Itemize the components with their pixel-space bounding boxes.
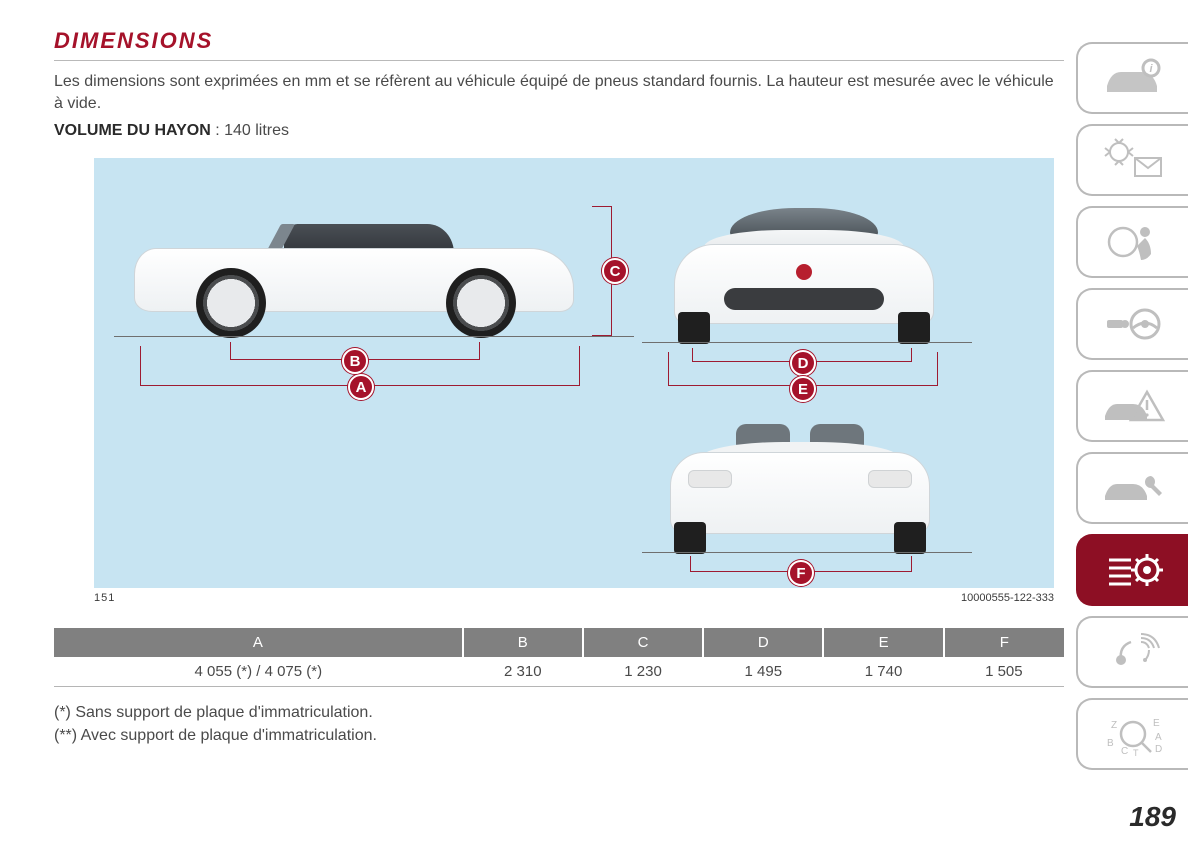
car-front-view (664, 194, 944, 344)
tab-starting-driving[interactable] (1076, 288, 1188, 360)
tab-multimedia[interactable] (1076, 616, 1188, 688)
col-b: B (463, 628, 583, 657)
tab-vehicle-info[interactable]: i (1076, 42, 1188, 114)
svg-text:T: T (1133, 748, 1139, 756)
tab-safety[interactable] (1076, 206, 1188, 278)
dim-badge-f: F (788, 560, 814, 586)
col-c: C (583, 628, 703, 657)
dimensions-diagram: A B C D E (94, 158, 1054, 588)
tab-index[interactable]: Z B C T E A D (1076, 698, 1188, 770)
cell-e: 1 740 (823, 657, 943, 687)
cell-b: 2 310 (463, 657, 583, 687)
figure-ref: 10000555-122-333 (961, 592, 1054, 604)
vehicle-info-icon: i (1101, 56, 1165, 100)
volume-value: : 140 litres (215, 122, 289, 139)
col-a: A (54, 628, 463, 657)
svg-text:A: A (1155, 732, 1162, 743)
chapter-sidebar: i (1076, 42, 1188, 770)
volume-line: VOLUME DU HAYON : 140 litres (54, 122, 1064, 140)
col-e: E (823, 628, 943, 657)
dim-badge-b: B (342, 348, 368, 374)
dimensions-table: A B C D E F 4 055 (*) / 4 075 (*) 2 310 … (54, 628, 1064, 687)
cell-f: 1 505 (944, 657, 1064, 687)
svg-text:B: B (1107, 738, 1114, 749)
cell-c: 1 230 (583, 657, 703, 687)
ground-line-rear (642, 552, 972, 553)
intro-text: Les dimensions sont exprimées en mm et s… (54, 71, 1064, 114)
ground-line-front (642, 342, 972, 343)
figure-number: 151 (94, 592, 115, 604)
display-messages-icon (1101, 138, 1165, 182)
multimedia-icon (1101, 630, 1165, 674)
dim-badge-c: C (602, 258, 628, 284)
footnote-2: (**) Avec support de plaque d'immatricul… (54, 724, 1064, 747)
footnotes: (*) Sans support de plaque d'immatricula… (54, 701, 1064, 747)
car-side-view (134, 198, 574, 338)
tab-tech-specs[interactable] (1076, 534, 1188, 606)
svg-text:D: D (1155, 744, 1162, 755)
cell-d: 1 495 (703, 657, 823, 687)
tab-maintenance[interactable] (1076, 452, 1188, 524)
figure-caption: 151 10000555-122-333 (94, 588, 1054, 604)
cell-a: 4 055 (*) / 4 075 (*) (54, 657, 463, 687)
index-icon: Z B C T E A D (1101, 712, 1165, 756)
warning-lights-icon (1101, 384, 1165, 428)
tab-display-messages[interactable] (1076, 124, 1188, 196)
dim-badge-a: A (348, 374, 374, 400)
table-row: 4 055 (*) / 4 075 (*) 2 310 1 230 1 495 … (54, 657, 1064, 687)
safety-airbag-icon (1101, 220, 1165, 264)
svg-text:E: E (1153, 718, 1160, 729)
page-title: DIMENSIONS (54, 28, 1064, 61)
svg-text:C: C (1121, 746, 1128, 756)
svg-text:i: i (1149, 63, 1153, 75)
car-rear-view (660, 404, 940, 554)
col-d: D (703, 628, 823, 657)
tab-warning[interactable] (1076, 370, 1188, 442)
table-header-row: A B C D E F (54, 628, 1064, 657)
svg-text:Z: Z (1111, 720, 1117, 731)
footnote-1: (*) Sans support de plaque d'immatricula… (54, 701, 1064, 724)
col-f: F (944, 628, 1064, 657)
starting-driving-icon (1101, 302, 1165, 346)
ground-line-side (114, 336, 634, 337)
page-number: 189 (1129, 801, 1176, 833)
volume-label: VOLUME DU HAYON (54, 122, 211, 139)
dim-badge-e: E (790, 376, 816, 402)
maintenance-icon (1101, 466, 1165, 510)
dimensions-figure: A B C D E (94, 158, 1054, 604)
tech-specs-icon (1101, 548, 1165, 592)
